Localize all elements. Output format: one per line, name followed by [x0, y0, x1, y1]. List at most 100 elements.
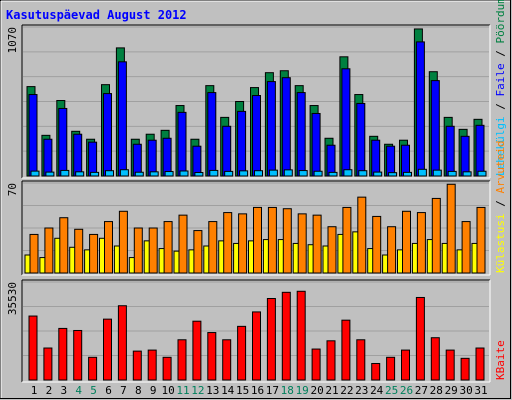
bar — [298, 170, 308, 177]
bar — [445, 125, 455, 177]
bar — [207, 92, 217, 177]
bar — [45, 171, 55, 177]
bar — [311, 112, 321, 177]
bar — [327, 226, 337, 274]
bar — [133, 227, 143, 274]
bar — [29, 233, 39, 274]
bar — [178, 214, 188, 274]
x-tick-label: 10 — [161, 384, 174, 397]
bar — [254, 170, 263, 177]
bar — [253, 206, 262, 274]
legend-entry: Arvuteid — [494, 141, 507, 194]
x-tick-label: 8 — [135, 384, 142, 397]
bar — [148, 227, 158, 274]
bar — [103, 93, 112, 177]
bar — [28, 315, 38, 381]
x-tick-label: 9 — [150, 384, 157, 397]
x-tick-label: 12 — [191, 384, 204, 397]
bar — [44, 227, 54, 274]
bar — [296, 290, 306, 381]
bar — [311, 348, 321, 381]
bar — [88, 141, 98, 177]
x-tick-label: 24 — [370, 384, 384, 397]
bar — [296, 92, 306, 177]
bar — [177, 339, 187, 381]
bar — [118, 210, 128, 274]
bar — [460, 135, 470, 177]
bar — [430, 80, 440, 177]
bar — [328, 171, 338, 177]
bar — [163, 221, 173, 274]
y-tick-label: 35530 — [6, 282, 19, 315]
bar — [103, 318, 112, 381]
bar — [73, 133, 83, 177]
bar — [401, 144, 410, 177]
bar — [74, 228, 84, 274]
bar — [30, 170, 40, 177]
bar — [326, 144, 336, 177]
bar — [357, 196, 367, 274]
x-tick-label: 15 — [236, 384, 249, 397]
x-tick-label: 22 — [340, 384, 353, 397]
legend-entry: Pöördumisi — [494, 0, 507, 44]
bar — [386, 145, 396, 177]
bar — [132, 350, 142, 381]
x-tick-label: 19 — [296, 384, 309, 397]
bar — [117, 61, 127, 177]
bar — [104, 221, 113, 274]
bar — [209, 169, 219, 177]
bar — [266, 298, 276, 381]
bar — [179, 170, 189, 177]
bar — [147, 139, 157, 177]
bar — [224, 170, 234, 177]
x-tick-label: 25 — [385, 384, 398, 397]
bar — [162, 137, 172, 177]
legend: KBaite — [494, 340, 507, 380]
bar — [461, 221, 471, 274]
legend-separator: / — [494, 97, 507, 117]
bar — [415, 296, 425, 381]
bar — [475, 124, 485, 177]
bar — [358, 170, 368, 177]
bar — [105, 170, 114, 177]
bar — [117, 305, 127, 381]
legend: Külastusi / Arvuteid — [494, 141, 507, 273]
bar — [373, 171, 383, 177]
legend-separator: / — [494, 194, 507, 214]
bar — [402, 210, 411, 274]
y-tick-label: 1070 — [6, 27, 19, 54]
bar — [147, 349, 157, 381]
bar — [475, 347, 485, 381]
x-tick-label: 17 — [266, 384, 279, 397]
bar — [476, 206, 486, 274]
bar — [58, 327, 68, 381]
bar — [222, 125, 232, 177]
bar — [252, 95, 261, 177]
bar — [356, 339, 366, 381]
bar — [267, 206, 277, 274]
bar — [371, 362, 381, 381]
bar — [177, 111, 187, 177]
bar — [387, 226, 397, 274]
bar — [447, 170, 457, 177]
bar — [386, 356, 396, 381]
bar — [28, 94, 38, 177]
bar — [446, 183, 456, 274]
bar — [416, 212, 426, 274]
bar — [343, 169, 353, 177]
bar — [193, 230, 203, 274]
x-tick-label: 5 — [90, 384, 97, 397]
chart-title: Kasutuspäevad August 2012 — [6, 8, 187, 22]
x-tick-label: 26 — [400, 384, 413, 397]
bar — [239, 170, 249, 177]
bar — [342, 206, 352, 274]
bar — [268, 169, 278, 177]
y-tick-label: 70 — [6, 183, 19, 196]
bar — [73, 329, 83, 381]
bar — [281, 291, 291, 381]
x-tick-label: 4 — [75, 384, 82, 397]
x-tick-label: 29 — [445, 384, 458, 397]
bar — [43, 138, 53, 177]
bar — [326, 340, 336, 381]
